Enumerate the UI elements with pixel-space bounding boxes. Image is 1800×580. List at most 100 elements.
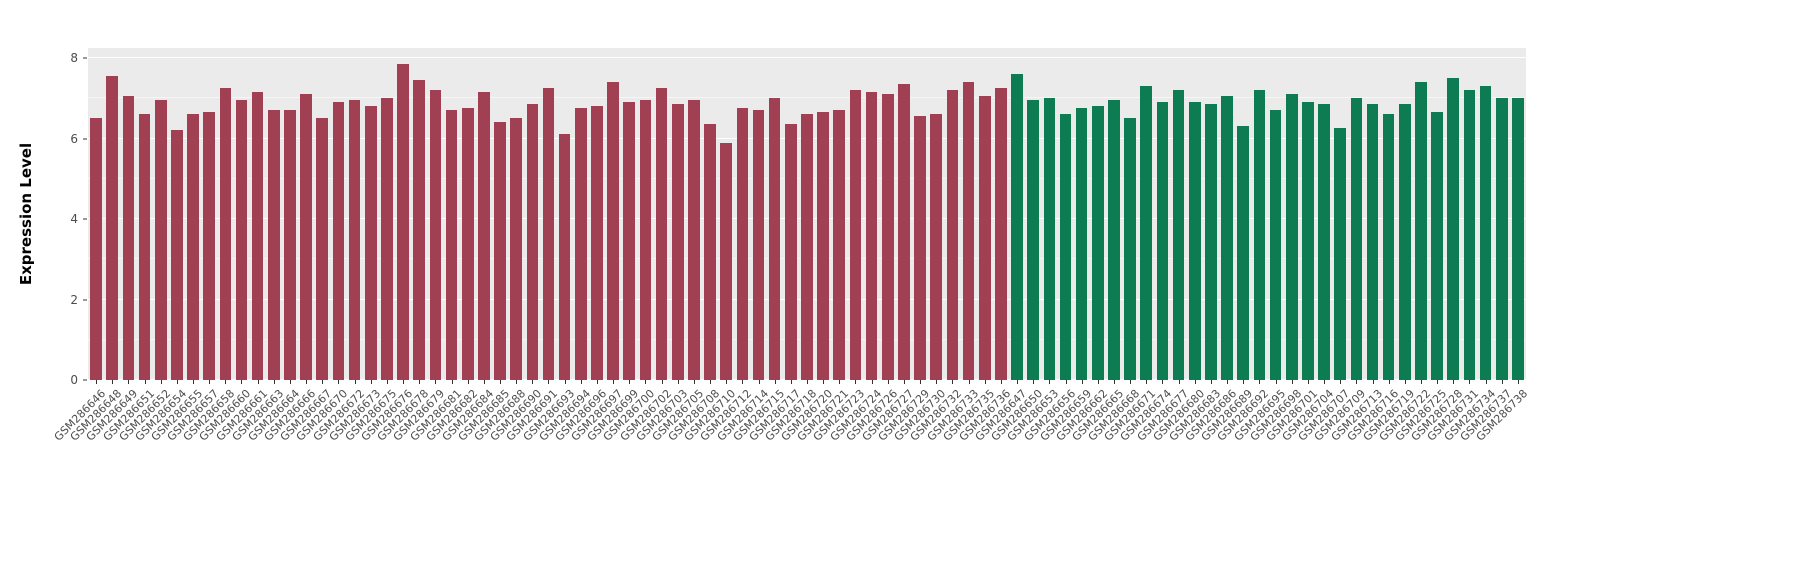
x-tick-mark: [1243, 380, 1245, 384]
bar-GSM286676: [397, 64, 409, 380]
x-tick-mark: [903, 380, 905, 384]
bar-GSM286716: [1382, 114, 1395, 380]
x-tick-mark: [273, 380, 275, 384]
y-tick-mark: [83, 57, 87, 59]
bar-GSM286673: [364, 106, 377, 380]
bar-GSM286679: [429, 90, 442, 380]
bar-GSM286652: [154, 100, 167, 380]
x-tick-mark: [386, 380, 388, 384]
bar-GSM286684: [478, 92, 490, 380]
bar-GSM286659: [1075, 108, 1088, 380]
x-tick-mark: [968, 380, 970, 384]
bar-GSM286734: [1479, 86, 1492, 380]
y-tick-label: 2: [70, 292, 78, 307]
x-tick-mark: [1049, 380, 1051, 384]
x-tick-mark: [370, 380, 372, 384]
bar-GSM286663: [267, 110, 280, 380]
minor-gridline: [88, 97, 1526, 99]
x-tick-mark: [564, 380, 566, 384]
bar-GSM286725: [1431, 112, 1443, 380]
x-tick-mark: [419, 380, 421, 384]
x-tick-mark: [241, 380, 243, 384]
bar-GSM286697: [607, 82, 619, 380]
bar-GSM286705: [688, 100, 700, 380]
bar-GSM286696: [591, 106, 603, 380]
x-tick-mark: [1081, 380, 1083, 384]
bar-GSM286728: [1447, 78, 1460, 380]
bar-GSM286729: [914, 116, 926, 380]
x-tick-mark: [1162, 380, 1164, 384]
x-tick-mark: [774, 380, 776, 384]
bar-GSM286704: [1318, 104, 1330, 380]
x-tick-mark: [403, 380, 405, 384]
x-tick-mark: [1146, 380, 1148, 384]
bar-GSM286733: [962, 82, 975, 380]
x-tick-mark: [1324, 380, 1326, 384]
bar-GSM286694: [574, 108, 587, 380]
x-tick-mark: [516, 380, 518, 384]
x-tick-mark: [322, 380, 324, 384]
bar-GSM286670: [332, 102, 345, 380]
x-tick-mark: [1259, 380, 1261, 384]
bar-GSM286686: [1221, 96, 1233, 380]
bar-GSM286656: [1059, 114, 1072, 380]
x-tick-mark: [887, 380, 889, 384]
x-tick-mark: [1291, 380, 1293, 384]
x-tick-mark: [1210, 380, 1212, 384]
x-tick-mark: [96, 380, 98, 384]
x-tick-mark: [225, 380, 227, 384]
x-tick-mark: [1017, 380, 1019, 384]
bar-GSM286653: [1043, 98, 1056, 380]
bar-GSM286737: [1495, 98, 1508, 380]
bar-GSM286655: [187, 114, 199, 380]
bar-GSM286681: [445, 110, 458, 380]
x-tick-mark: [661, 380, 663, 384]
x-tick-mark: [1356, 380, 1358, 384]
x-tick-mark: [500, 380, 501, 384]
x-tick-mark: [1227, 380, 1229, 384]
bar-GSM286683: [1205, 104, 1217, 380]
x-tick-mark: [629, 380, 631, 384]
y-tick-label: 6: [70, 131, 78, 146]
x-tick-mark: [855, 380, 857, 384]
bar-GSM286682: [461, 108, 474, 380]
x-tick-mark: [742, 380, 744, 384]
bar-GSM286708: [704, 124, 716, 380]
bar-GSM286650: [1027, 100, 1039, 380]
x-tick-mark: [176, 380, 178, 384]
x-tick-mark: [726, 380, 728, 384]
bar-GSM286722: [1415, 82, 1427, 380]
bar-GSM286727: [898, 84, 910, 380]
x-tick-mark: [790, 380, 792, 384]
bar-GSM286680: [1188, 102, 1201, 380]
x-tick-mark: [532, 380, 534, 384]
bar-GSM286731: [1463, 90, 1476, 380]
bar-GSM286672: [348, 100, 361, 380]
x-tick-mark: [257, 380, 259, 384]
x-tick-mark: [580, 380, 582, 384]
x-tick-mark: [1404, 380, 1406, 384]
bar-GSM286668: [1124, 118, 1136, 380]
bar-GSM286677: [1172, 90, 1185, 380]
y-tick-label: 4: [70, 212, 78, 226]
bar-GSM286736: [995, 88, 1007, 380]
x-tick-mark: [1194, 380, 1196, 384]
y-tick-mark: [83, 218, 87, 220]
x-tick-mark: [1372, 380, 1374, 384]
bar-GSM286723: [849, 90, 862, 380]
plot-panel: [88, 48, 1526, 380]
x-tick-mark: [807, 380, 808, 384]
x-tick-mark: [354, 380, 356, 384]
bar-GSM286660: [235, 100, 248, 380]
x-tick-mark: [710, 380, 712, 384]
bar-GSM286658: [219, 88, 232, 380]
x-tick-mark: [1437, 380, 1439, 384]
x-tick-mark: [920, 380, 922, 384]
bar-GSM286730: [930, 114, 943, 380]
bar-GSM286649: [122, 96, 135, 380]
x-tick-mark: [467, 380, 469, 384]
x-tick-mark: [839, 380, 841, 384]
x-tick-mark: [1307, 380, 1309, 384]
bar-GSM286732: [946, 90, 959, 380]
